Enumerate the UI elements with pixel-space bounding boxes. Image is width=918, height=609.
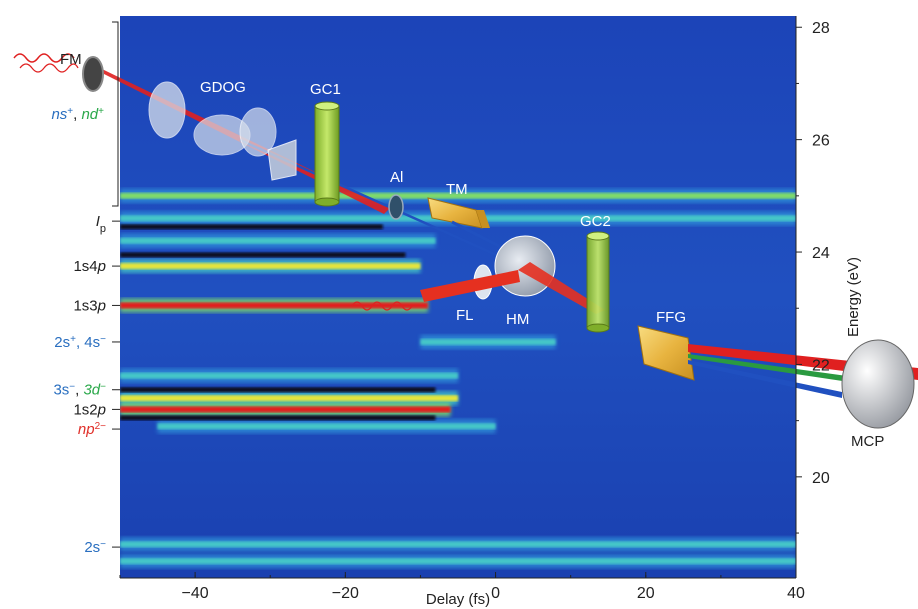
energy-band [120, 192, 796, 199]
label-fm: FM [60, 51, 82, 68]
gc1-gas-cell [314, 101, 340, 207]
energy-band [120, 302, 428, 309]
label-tm: TM [446, 181, 468, 198]
green-dispersed-beam [688, 354, 876, 386]
y-tick-label: 28 [812, 20, 830, 37]
x-tick-label: 40 [787, 585, 805, 602]
x-axis-title: Delay (fs) [426, 591, 490, 608]
label-al: Al [390, 169, 403, 186]
incoming-pulse [13, 53, 75, 63]
x-ticks: −40 −20 0 20 40 [119, 572, 805, 602]
label-hm: HM [506, 311, 529, 328]
label-ffg: FFG [656, 309, 686, 326]
energy-band [120, 263, 421, 270]
al-filter [388, 194, 404, 220]
energy-band [120, 406, 451, 413]
absorption-line [120, 387, 436, 393]
energy-band [157, 423, 496, 430]
gdog-prism [267, 139, 297, 181]
state-label: 1s2p [73, 401, 106, 418]
energy-band [120, 395, 458, 402]
state-label: np2− [78, 421, 106, 439]
y-tick-label: 26 [812, 133, 830, 150]
fm-mirror [82, 56, 104, 92]
plot-area [120, 16, 796, 578]
absorption-line [120, 224, 383, 230]
state-label: Ip [96, 213, 106, 235]
y-tick-label: 22 [812, 357, 830, 374]
label-gc2: GC2 [580, 213, 611, 230]
x-tick-label: 20 [637, 585, 655, 602]
energy-band [120, 541, 796, 548]
energy-band [120, 237, 436, 244]
state-label: 2s+, 4s− [54, 333, 106, 351]
label-gc1: GC1 [310, 81, 341, 98]
optical-setup [13, 53, 918, 429]
absorption-line [120, 252, 406, 258]
label-gdog: GDOG [200, 79, 246, 96]
heatmap-layer [120, 188, 796, 569]
energy-band [420, 338, 556, 345]
label-fl: FL [456, 307, 474, 324]
state-label: 1s3p [73, 297, 106, 314]
label-mcp: MCP [851, 433, 884, 450]
mcp-detector [841, 339, 915, 429]
state-label: 2s− [84, 539, 106, 557]
y-tick-label: 20 [812, 470, 830, 487]
y-tick-label: 24 [812, 245, 830, 262]
x-tick-label: −40 [182, 585, 209, 602]
energy-band [120, 558, 796, 565]
blue-dispersed-beam [688, 360, 842, 398]
state-label: 3s−, 3d− [53, 381, 106, 399]
energy-band [120, 372, 458, 379]
ir-beam [420, 270, 520, 302]
gc2-gas-cell [586, 231, 610, 333]
gdog-lens-1 [148, 81, 186, 139]
x-tick-label: −20 [332, 585, 359, 602]
y-axis-title: Energy (eV) [845, 257, 862, 337]
state-labels: Ip 1s4p 1s3p 2s+, 4s− 3s−, 3d− 1s2p np2− 2s− [53, 213, 120, 556]
y-ticks: 20 22 24 26 28 [796, 20, 830, 534]
state-label: 1s4p [73, 258, 106, 275]
ip-bracket [112, 21, 119, 207]
x-tick-label: 0 [491, 585, 500, 602]
bracket-label: ns+, nd+ [51, 106, 104, 124]
gdog-lens-3 [239, 107, 277, 157]
ffg-grating [637, 325, 695, 381]
absorption-line [120, 415, 436, 421]
